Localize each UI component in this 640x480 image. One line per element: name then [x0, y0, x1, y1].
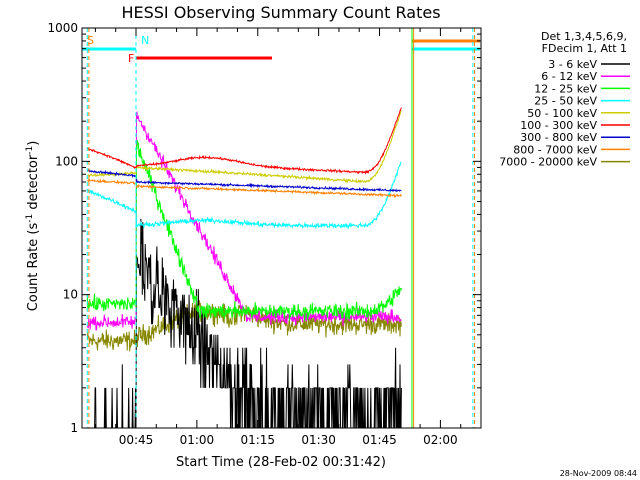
x-axis-label: Start Time (28-Feb-02 00:31:42) — [176, 455, 386, 470]
y-tick-label: 100 — [55, 154, 78, 168]
legend-entry-label: 12 - 25 keV — [534, 82, 597, 95]
x-tick-label: 01:15 — [240, 433, 275, 447]
legend-entry-label: 300 - 800 keV — [520, 131, 597, 144]
x-tick-label: 02:00 — [423, 433, 458, 447]
series-line-8 — [87, 177, 402, 198]
plot-frame — [81, 27, 482, 429]
legend-entry-label: 3 - 6 keV — [548, 58, 597, 71]
legend-header-line-2: FDecim 1, Att 1 — [542, 42, 627, 55]
legend-header-line-1: Det 1,3,4,5,6,9, — [541, 30, 627, 43]
legend-entry-label: 25 - 50 keV — [534, 95, 597, 108]
series-line-3 — [86, 140, 402, 321]
flag-label-s: S — [87, 34, 94, 47]
legend-entry-label: 800 - 7000 keV — [513, 143, 597, 156]
x-tick-label: 00:45 — [119, 433, 154, 447]
series-line-4 — [87, 161, 402, 230]
flag-layer: S NF — [82, 28, 480, 428]
series-line-7 — [87, 168, 402, 193]
axis-layer: 00:45 01:00 01:15 01:30 01:45 02:00 1 10 100 1000 — [47, 21, 482, 447]
legend-entry-label: 7000 - 20000 keV — [499, 156, 597, 169]
y-tick-label: 1000 — [47, 21, 78, 35]
flag-label-f: F — [128, 52, 134, 65]
series-line-6 — [87, 107, 402, 175]
series-line-1 — [87, 218, 402, 429]
y-tick-label: 10 — [63, 288, 78, 302]
legend-entry-label: 6 - 12 keV — [541, 70, 597, 83]
x-tick-label: 01:30 — [301, 433, 336, 447]
legend-entry-label: 50 - 100 keV — [527, 107, 597, 120]
flag-label-n: N — [141, 34, 149, 47]
y-tick-label: 1 — [70, 421, 78, 435]
x-tick-label: 01:45 — [362, 433, 397, 447]
y-axis-label: Count Rate (s-1 detector-1) — [25, 141, 41, 312]
legend-entry-label: 100 - 300 keV — [520, 119, 597, 132]
x-tick-label: 01:00 — [180, 433, 215, 447]
series-line-5 — [86, 109, 402, 184]
plot-timestamp: 28-Nov-2009 08:44 — [560, 469, 637, 478]
chart-title: HESSI Observing Summary Count Rates — [121, 3, 440, 22]
series-layer — [86, 107, 402, 429]
